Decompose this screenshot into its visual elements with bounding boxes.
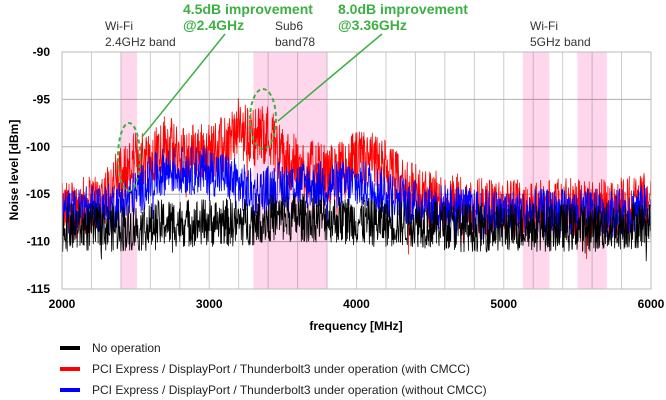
y-tick-label: -95 — [33, 92, 51, 106]
annotation-3g36-pointer — [277, 33, 383, 122]
y-axis-label: Noise level [dBm] — [7, 120, 21, 221]
annotation-3g36-line1: 8.0dB improvement — [338, 1, 468, 17]
x-tick-label: 2000 — [49, 297, 76, 311]
legend-label-without-cmcc: PCI Express / DisplayPort / Thunderbolt3… — [92, 383, 487, 397]
band-label-wifi24-line1: Wi-Fi — [105, 19, 133, 33]
x-tick-label: 3000 — [196, 297, 223, 311]
x-tick-label: 5000 — [490, 297, 517, 311]
annotation-2g4-line1: 4.5dB improvement — [183, 1, 313, 17]
traces — [61, 98, 652, 262]
annotation-2g4-pointer — [141, 33, 226, 138]
annotation-2g4-ellipse — [117, 122, 141, 192]
series-trace — [61, 98, 652, 260]
x-ticks: 2000 3000 4000 5000 6000 — [49, 297, 665, 311]
frequency-band — [522, 52, 550, 289]
band-label-wifi5-line1: Wi-Fi — [530, 19, 558, 33]
y-tick-label: -110 — [27, 235, 51, 249]
x-tick-label: 4000 — [343, 297, 370, 311]
annotation-3g36-ellipse — [249, 88, 277, 150]
frequency-band — [577, 52, 607, 289]
band-label-sub6-line1: Sub6 — [275, 19, 303, 33]
series-trace — [61, 193, 652, 262]
legend: No operation PCI Express / DisplayPort /… — [60, 341, 487, 397]
annotation-3g36: 8.0dB improvement @3.36GHz — [249, 1, 468, 150]
x-tick-label: 6000 — [638, 297, 665, 311]
band-label-sub6-line2: band78 — [275, 35, 315, 49]
annotation-2g4: 4.5dB improvement @2.4GHz — [117, 1, 313, 192]
y-tick-label: -105 — [26, 187, 50, 201]
plot-frame — [61, 51, 652, 290]
legend-label-with-cmcc: PCI Express / DisplayPort / Thunderbolt3… — [92, 362, 470, 376]
frequency-band — [120, 52, 138, 289]
y-tick-label: -115 — [27, 282, 51, 296]
bands — [120, 52, 607, 289]
y-tick-label: -100 — [26, 140, 50, 154]
legend-label-no-operation: No operation — [92, 341, 161, 355]
y-ticks: -90 -95 -100 -105 -110 -115 — [26, 45, 50, 296]
annotation-3g36-line2: @3.36GHz — [338, 17, 407, 33]
band-label-wifi5-line2: 5GHz band — [530, 35, 591, 49]
annotation-2g4-line2: @2.4GHz — [183, 17, 244, 33]
band-label-wifi24-line2: 2.4GHz band — [105, 35, 176, 49]
x-axis-label: frequency [MHz] — [309, 319, 402, 333]
frequency-band — [253, 52, 328, 289]
y-tick-label: -90 — [33, 45, 51, 59]
